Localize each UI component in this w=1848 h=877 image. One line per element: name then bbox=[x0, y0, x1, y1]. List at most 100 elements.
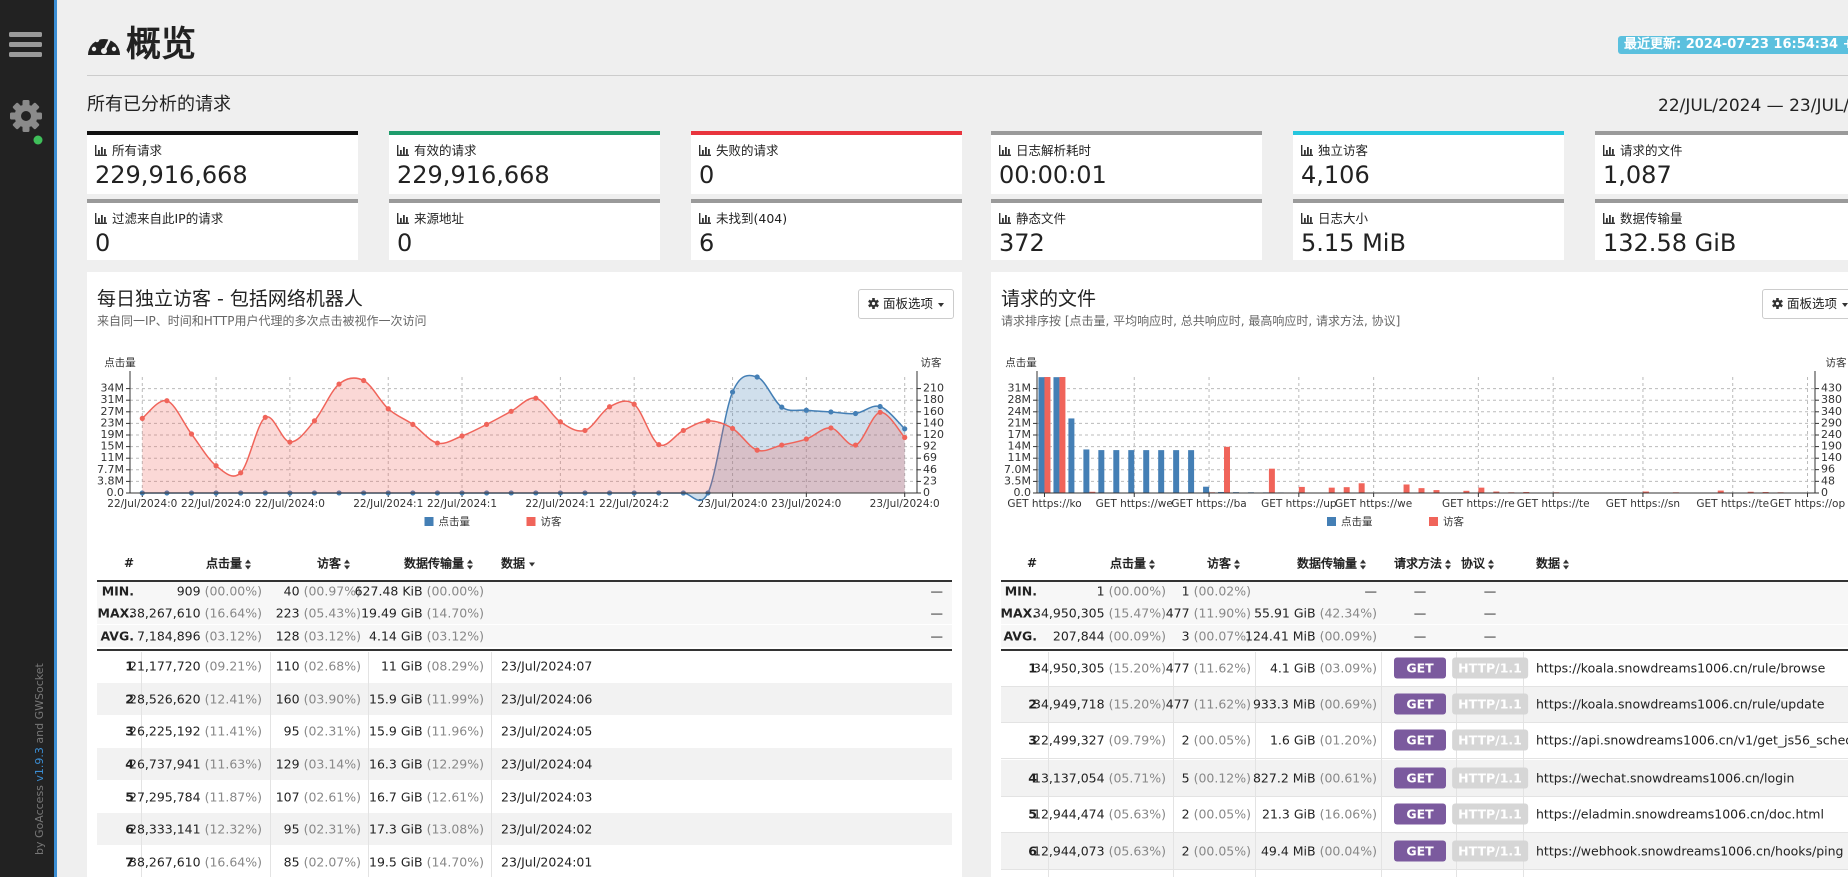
cell-value: 2 bbox=[1182, 844, 1190, 859]
column-header[interactable]: 点击量 bbox=[1110, 555, 1156, 572]
cell-percent: (12.41%) bbox=[205, 692, 262, 707]
column-header[interactable]: 访客 bbox=[317, 555, 351, 572]
y-tick-label: 3.8M bbox=[97, 474, 124, 487]
bar bbox=[1113, 450, 1119, 493]
point bbox=[705, 418, 710, 423]
column-header[interactable]: # bbox=[124, 556, 134, 570]
table-cell: 160(03.90%) bbox=[276, 692, 361, 707]
x-tick-label: 22/Jul/2024:1 bbox=[525, 498, 595, 510]
column-header[interactable]: # bbox=[1027, 556, 1037, 570]
column-header[interactable]: 点击量 bbox=[206, 555, 252, 572]
cell-percent: (00.00%) bbox=[427, 584, 484, 599]
cell-value: 16.3 GiB bbox=[369, 757, 423, 772]
settings-button[interactable] bbox=[10, 100, 46, 146]
stat-card: 有效的请求229,916,668 bbox=[389, 131, 660, 194]
stat-icon bbox=[95, 213, 107, 224]
cell-percent: (15.47%) bbox=[1109, 606, 1166, 621]
table-cell: 909(00.00%) bbox=[177, 584, 262, 599]
table-cell: 2(00.05%) bbox=[1182, 844, 1251, 859]
column-header[interactable]: 请求方法 bbox=[1394, 555, 1452, 572]
table-cell: MAX. bbox=[1001, 606, 1038, 621]
method-badge: GET bbox=[1394, 694, 1446, 715]
cell-value: 40 bbox=[284, 584, 300, 599]
panel-options-label: 面板选项 bbox=[1787, 296, 1837, 311]
table-cell: https://eladmin.snowdreams1006.cn/doc.ht… bbox=[1536, 807, 1824, 822]
protocol-badge: HTTP/1.1 bbox=[1452, 768, 1528, 789]
table-cell: 129 (03.14%) bbox=[276, 757, 361, 772]
bar bbox=[1299, 487, 1305, 493]
cell-value: MIN. bbox=[1005, 584, 1037, 599]
column-header[interactable]: 数据 bbox=[501, 555, 535, 572]
table-cell: 34,950,305(15.47%) bbox=[1033, 606, 1166, 621]
sort-icon bbox=[1445, 559, 1452, 569]
panel-options-button[interactable]: 面板选项 bbox=[858, 289, 954, 319]
protocol-badge: HTTP/1.1 bbox=[1452, 841, 1528, 862]
cell-value: 7,184,896 bbox=[137, 629, 201, 644]
cell-value: 34,949,718 bbox=[1033, 697, 1105, 712]
cell-value: — bbox=[931, 629, 944, 644]
credit-link[interactable]: GWSocket bbox=[33, 663, 46, 719]
table-cell: 1.6 GiB(01.20%) bbox=[1270, 733, 1377, 748]
stat-value: 1,087 bbox=[1603, 160, 1672, 190]
cell-value: 85 bbox=[284, 855, 300, 870]
last-updated-badge: 最近更新: 2024-07-23 16:54:34 +080 bbox=[1618, 36, 1848, 54]
cell-percent: (14.70%) bbox=[427, 606, 484, 621]
cell-value: 4.14 GiB bbox=[369, 629, 423, 644]
cell-value: 129 bbox=[276, 757, 300, 772]
column-header[interactable]: 数据传输量 bbox=[1297, 555, 1367, 572]
cell-value: MIN. bbox=[102, 584, 134, 599]
y2-tick-label: 48 bbox=[1821, 474, 1835, 487]
stat-card: 日志大小5.15 MiB bbox=[1293, 199, 1564, 260]
legend-swatch bbox=[425, 517, 434, 526]
y-axis-title: 点击量 bbox=[1005, 357, 1037, 369]
cell-value: 22,499,327 bbox=[1033, 733, 1105, 748]
bar bbox=[1344, 487, 1350, 493]
cell-percent: (03.14%) bbox=[304, 757, 361, 772]
column-header[interactable]: 访客 bbox=[1207, 555, 1241, 572]
y2-axis-title: 访客 bbox=[1826, 356, 1848, 369]
credit-text: and bbox=[33, 723, 46, 744]
table-cell: 16.3 GiB(12.29%) bbox=[369, 757, 484, 772]
table-cell: 4.1 GiB(03.09%) bbox=[1270, 661, 1377, 676]
x-tick-label: GET https://we bbox=[1335, 498, 1412, 510]
bar bbox=[1404, 484, 1410, 493]
point bbox=[164, 398, 169, 403]
bar bbox=[1359, 483, 1365, 493]
table-cell: 12,944,073(05.63%) bbox=[1033, 844, 1166, 859]
cell-value: 23/Jul/2024:02 bbox=[501, 822, 592, 837]
y-tick-label: 19M bbox=[101, 428, 125, 441]
column-header[interactable]: 数据 bbox=[1536, 555, 1570, 572]
y-tick-label: 28M bbox=[1008, 393, 1032, 406]
panel-options-button[interactable]: 面板选项 bbox=[1762, 289, 1848, 319]
cell-value: 19.5 GiB bbox=[369, 855, 423, 870]
table-cell: 477(11.62%) bbox=[1166, 697, 1251, 712]
cell-value: 12,944,073 bbox=[1033, 844, 1105, 859]
table-cell: 223(05.43%) bbox=[276, 606, 361, 621]
cell-percent: (09.21%) bbox=[205, 659, 262, 674]
y2-tick-label: 210 bbox=[923, 382, 944, 395]
cell-percent: (00.61%) bbox=[1320, 771, 1377, 786]
table-cell: 38,267,610(16.64%) bbox=[129, 606, 262, 621]
column-header[interactable]: 协议 bbox=[1461, 555, 1495, 572]
point bbox=[828, 409, 833, 414]
cell-percent: (11.41%) bbox=[205, 724, 262, 739]
table-cell: 15.9 GiB(11.96%) bbox=[369, 724, 484, 739]
table-cell: 21,177,720(09.21%) bbox=[129, 659, 262, 674]
cell-value: 128 bbox=[276, 629, 300, 644]
credit-link[interactable]: GoAccess bbox=[33, 785, 46, 838]
sort-icon bbox=[1488, 559, 1495, 569]
table-cell: 5(00.12%) bbox=[1182, 771, 1251, 786]
bar bbox=[1053, 377, 1059, 493]
cell-value: 477 bbox=[1166, 661, 1190, 676]
table-rule bbox=[1001, 869, 1848, 870]
stat-icon bbox=[1603, 213, 1615, 224]
table-cell: 22,499,327(09.79%) bbox=[1033, 733, 1166, 748]
menu-button[interactable] bbox=[9, 30, 43, 60]
date-range: 22/JUL/2024 — 23/JUL/20 bbox=[1658, 95, 1848, 117]
x-tick-label: GET https://re bbox=[1442, 498, 1515, 510]
point bbox=[755, 374, 760, 379]
column-header[interactable]: 数据传输量 bbox=[404, 555, 474, 572]
cell-value: 21.3 GiB bbox=[1262, 807, 1316, 822]
table-cell: — bbox=[931, 629, 944, 644]
point bbox=[361, 378, 366, 383]
